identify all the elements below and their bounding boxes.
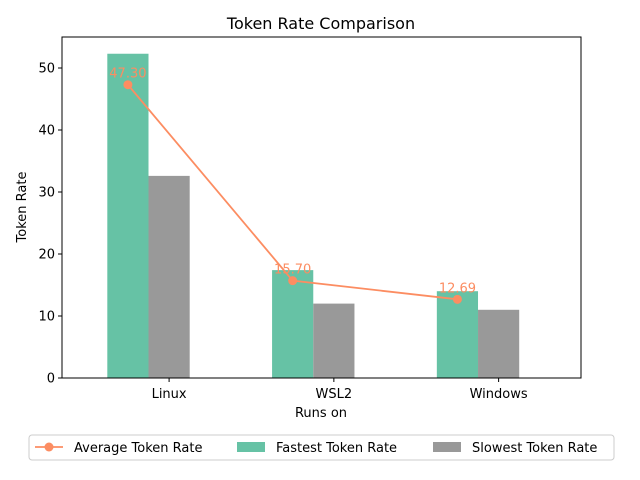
x-tick-label: Linux [152, 387, 187, 402]
y-tick-label: 40 [38, 124, 55, 139]
legend-label-fastest-token-rate: Fastest Token Rate [276, 441, 397, 456]
legend-marker-average-token-rate [44, 442, 54, 452]
bars-layer [107, 53, 520, 379]
bar-fastest-token-rate-windows [436, 291, 479, 378]
legend-label-slowest-token-rate: Slowest Token Rate [472, 441, 597, 456]
legend-label-average-token-rate: Average Token Rate [74, 441, 202, 456]
y-tick-label: 10 [38, 310, 55, 325]
x-axis-label: Runs on [295, 406, 347, 421]
bar-slowest-token-rate-linux [148, 175, 190, 378]
average-value-label: 47.30 [109, 67, 146, 82]
average-point-wsl2 [288, 276, 298, 286]
y-tick-label: 0 [47, 372, 55, 387]
legend: Average Token Rate Fastest Token Rate Slow… [28, 434, 615, 461]
annotations-layer: 47.30 15.70 12.69 [109, 67, 476, 297]
y-axis: 0 10 20 30 40 50 [38, 62, 62, 387]
bar-slowest-token-rate-wsl2 [313, 303, 355, 378]
x-tick-label: Windows [470, 387, 528, 402]
average-line-layer [123, 80, 462, 304]
y-tick-label: 20 [38, 248, 55, 263]
x-axis: Linux WSL2 Windows [152, 378, 528, 402]
average-value-label: 12.69 [439, 281, 476, 296]
legend-swatch-fastest-token-rate [237, 442, 265, 452]
legend-swatch-slowest-token-rate [433, 442, 461, 452]
average-point-linux [123, 80, 133, 90]
bar-fastest-token-rate-wsl2 [272, 270, 314, 378]
x-tick-label: WSL2 [316, 387, 353, 402]
legend-frame [28, 434, 615, 461]
chart-title: Token Rate Comparison [226, 14, 415, 33]
bar-slowest-token-rate-windows [478, 309, 520, 378]
y-axis-label: Token Rate [15, 172, 30, 244]
plot-frame [61, 36, 582, 379]
average-value-label: 15.70 [274, 263, 311, 278]
y-tick-label: 50 [38, 62, 55, 77]
average-point-windows [452, 294, 462, 304]
y-tick-label: 30 [38, 186, 55, 201]
bar-fastest-token-rate-linux [107, 53, 149, 379]
